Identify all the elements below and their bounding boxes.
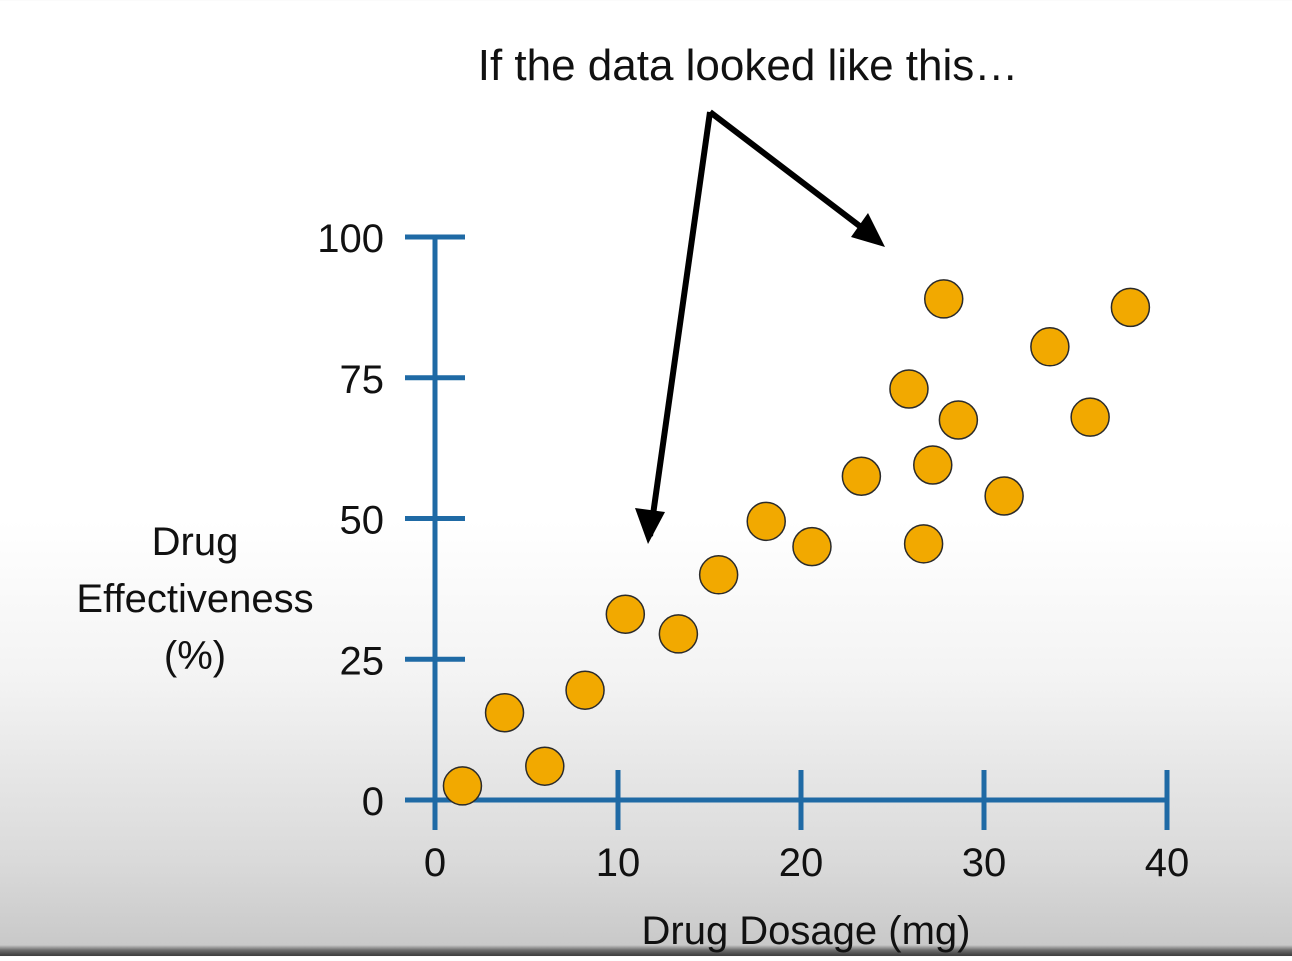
y-tick-label: 0 (362, 780, 384, 824)
y-tick-labels: 0 25 50 75 100 (317, 217, 384, 824)
data-point (605, 594, 646, 634)
data-point (442, 766, 483, 806)
data-point (746, 501, 786, 542)
data-point (903, 524, 944, 564)
data-point (1030, 327, 1070, 367)
data-points (442, 279, 1151, 806)
annotation-text: If the data looked like this… (478, 41, 1019, 90)
data-point (1070, 397, 1110, 437)
data-point (984, 476, 1024, 516)
data-point (841, 456, 882, 497)
y-tick-label: 25 (340, 639, 385, 683)
annotation-arrows (635, 109, 885, 544)
chart-axes (405, 234, 1170, 830)
data-point (698, 555, 739, 595)
x-axis-label: Drug Dosage (mg) (641, 909, 970, 953)
data-point (923, 279, 964, 319)
x-tick-label: 30 (962, 841, 1007, 885)
y-tick-label: 75 (340, 358, 385, 402)
data-point (792, 526, 832, 567)
annotation-arrow-left (647, 111, 713, 537)
x-tick-label: 0 (424, 841, 446, 885)
x-tick-label: 10 (596, 841, 641, 885)
x-tick-label: 20 (779, 841, 824, 885)
data-point (658, 614, 699, 654)
x-tick-labels: 0 10 20 30 40 (424, 841, 1189, 885)
annotation-arrow-right (708, 109, 880, 243)
data-point (938, 400, 979, 440)
y-tick-label: 50 (340, 499, 385, 543)
data-point (525, 746, 565, 786)
data-point (1110, 287, 1151, 328)
y-axis-label-line-3: (%) (164, 634, 226, 678)
y-axis-label-line-2: Effectiveness (76, 577, 313, 621)
data-point (913, 445, 953, 485)
x-tick-label: 40 (1145, 841, 1190, 885)
data-point (484, 692, 525, 733)
y-tick-label: 100 (317, 217, 384, 261)
y-axis-label-line-1: Drug (152, 520, 239, 564)
annotation-arrowhead-right (851, 213, 885, 247)
data-point (565, 670, 605, 710)
data-point (889, 369, 929, 409)
annotation-arrowhead-left (635, 508, 665, 544)
